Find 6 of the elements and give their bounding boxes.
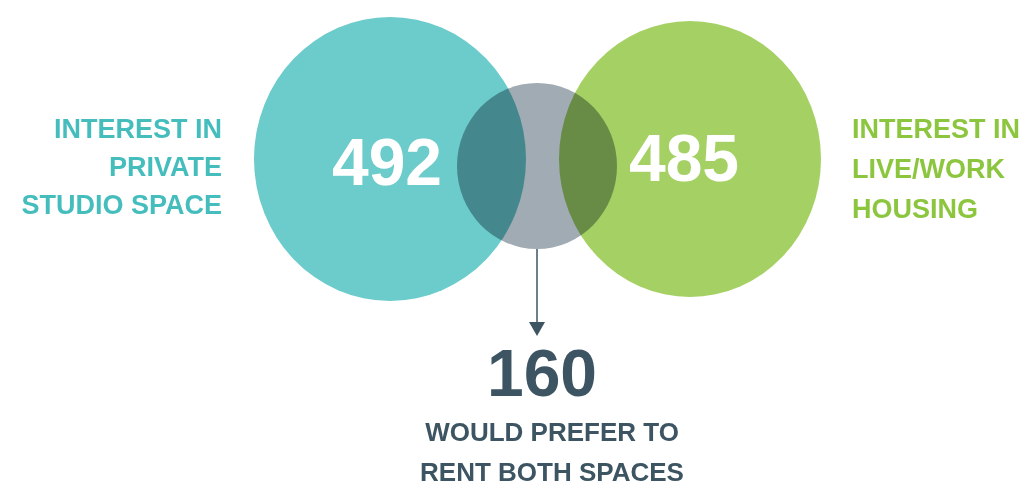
data-label: 160 <box>486 336 598 410</box>
category-label: INTEREST IN LIVE/WORK HOUSING <box>852 114 1021 224</box>
data-label: 492 <box>331 125 443 199</box>
data-label: 485 <box>628 121 740 195</box>
category-label: INTEREST IN PRIVATE STUDIO SPACE <box>21 114 222 220</box>
category-label: WOULD PREFER TO RENT BOTH SPACES <box>420 417 684 484</box>
